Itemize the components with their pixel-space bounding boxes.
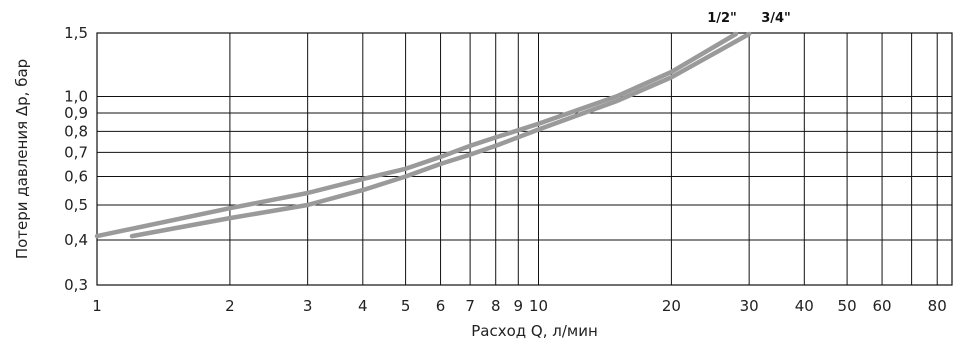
y-tick-label: 0,8	[64, 122, 88, 140]
plot-frame	[96, 32, 953, 286]
x-tick-label: 30	[740, 297, 759, 315]
y-tick-labels: 0,3 0,4 0,5 0,6 0,7 0,80,91,0 1,5	[64, 24, 88, 294]
series-line-2	[129, 31, 752, 239]
x-tick-label: 10	[529, 297, 548, 315]
grid-layer	[97, 33, 952, 285]
x-tick-label: 20	[662, 297, 681, 315]
x-tick-label: 40	[795, 297, 814, 315]
x-tick-label: 7	[465, 297, 475, 315]
series-label-1: 1/2"	[707, 11, 737, 26]
series-label-2: 3/4"	[761, 11, 791, 26]
x-tick-label: 2	[225, 297, 235, 315]
x-tick-label: 9	[514, 297, 524, 315]
x-axis-title: Расход Q, л/мин	[471, 322, 598, 340]
x-tick-label: 60	[873, 297, 892, 315]
x-tick-label: 80	[928, 297, 947, 315]
curves-layer	[94, 31, 752, 239]
x-tick-label: 1	[92, 297, 102, 315]
series-labels: 1/2" 3/4"	[707, 11, 791, 26]
y-tick-label: 1,0	[64, 87, 88, 105]
y-axis-title: Потери давления Δp, бар	[13, 59, 31, 259]
x-tick-label: 4	[358, 297, 368, 315]
x-tick-label: 6	[436, 297, 446, 315]
series-line-1	[94, 31, 739, 239]
x-tick-label: 50	[838, 297, 857, 315]
x-tick-label: 3	[303, 297, 313, 315]
y-tick-label: 0,3	[64, 276, 88, 294]
y-tick-label: 1,5	[64, 24, 88, 42]
x-tick-label: 5	[401, 297, 411, 315]
x-tick-labels: 1 2 3 4 5 6 7 8 9 10 20 30 40 50 60 80	[92, 297, 947, 315]
y-tick-label: 0,6	[64, 167, 88, 185]
y-tick-label: 0,5	[64, 196, 88, 214]
x-tick-label: 8	[491, 297, 501, 315]
y-tick-label: 0,7	[64, 143, 88, 161]
y-tick-label: 0,4	[64, 231, 88, 249]
y-tick-label: 0,9	[64, 104, 88, 122]
